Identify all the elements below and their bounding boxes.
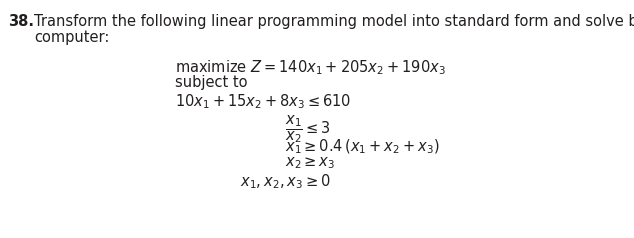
Text: $\dfrac{x_1}{x_2} \leq 3$: $\dfrac{x_1}{x_2} \leq 3$ (285, 113, 331, 145)
Text: subject to: subject to (175, 75, 247, 90)
Text: 38.: 38. (8, 14, 34, 29)
Text: maximize $Z = 140x_1 + 205x_2 + 190x_3$: maximize $Z = 140x_1 + 205x_2 + 190x_3$ (175, 58, 446, 77)
Text: Transform the following linear programming model into standard form and solve by: Transform the following linear programmi… (34, 14, 634, 29)
Text: computer:: computer: (34, 30, 110, 45)
Text: $10x_1 + 15x_2 + 8x_3 \leq 610$: $10x_1 + 15x_2 + 8x_3 \leq 610$ (175, 92, 351, 111)
Text: $x_1 \geq 0.4\,(x_1 + x_2 + x_3)$: $x_1 \geq 0.4\,(x_1 + x_2 + x_3)$ (285, 138, 439, 156)
Text: $x_2 \geq x_3$: $x_2 \geq x_3$ (285, 155, 335, 171)
Text: $x_1, x_2, x_3 \geq 0$: $x_1, x_2, x_3 \geq 0$ (240, 172, 330, 191)
